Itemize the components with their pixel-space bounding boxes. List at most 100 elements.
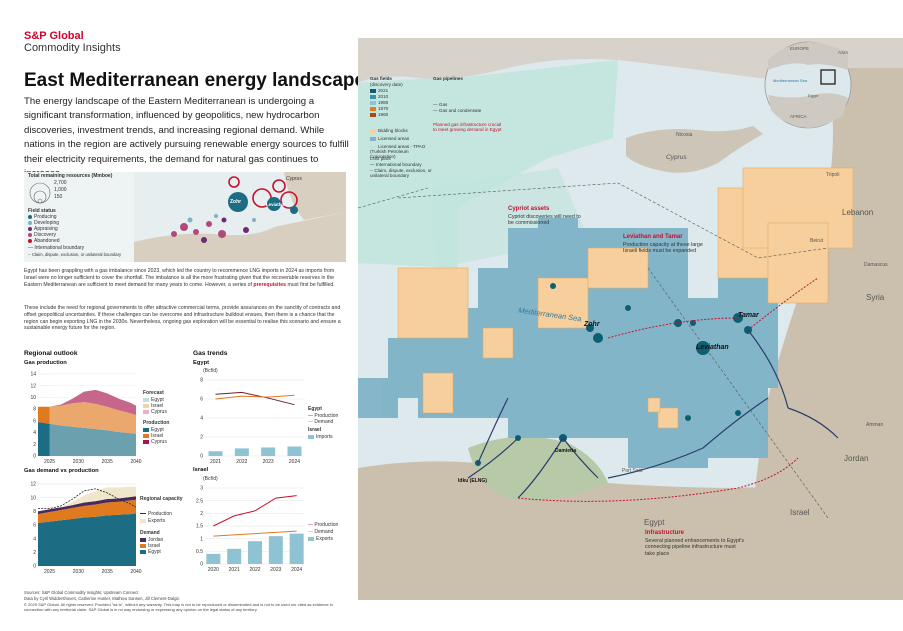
forecast-shade	[49, 374, 136, 456]
mini-legend-title: Total remaining resources (Mmboe)	[28, 173, 113, 179]
forecast-cyprus: Cyprus	[143, 409, 167, 415]
y-tick-label: 2	[200, 511, 203, 517]
inset-egypt: Egypt	[808, 93, 819, 98]
legend-fields-title: Gas fields	[370, 76, 392, 81]
page-title: East Mediterranean energy landscape	[24, 70, 366, 91]
israel-legend-title: Israel	[308, 427, 322, 433]
israel-legend-imports: Imports	[308, 434, 333, 440]
y-tick-label: 2	[33, 442, 36, 448]
x-tick-label: 2040	[130, 569, 141, 575]
capacity-label: Regional capacity	[140, 496, 183, 502]
y-tick-label: 10	[30, 395, 36, 401]
line-intl-boundary: — International boundary	[28, 245, 85, 251]
place-port-said: Port Said	[622, 468, 643, 474]
bar-exports-2024	[289, 533, 304, 564]
mini-place-cyprus: Cyprus	[286, 176, 302, 182]
y-tick-label: 1.5	[196, 524, 203, 530]
label-jordan: Jordan	[844, 454, 869, 463]
israel-trend-chart: 0 0.5 1 1.5 2 2.5 3 2020 2021 2022 2023 2024	[196, 486, 305, 573]
legend-bidding: Bidding blocks	[370, 128, 408, 133]
legend-field-1980: 1980	[370, 100, 388, 105]
place-damietta: Damietta	[555, 448, 577, 454]
line-production	[213, 495, 297, 527]
production-cyprus: Cyprus	[143, 439, 167, 445]
y-tick-label: 0.5	[196, 549, 203, 555]
capacity-exports: Exports	[140, 518, 165, 524]
y-tick-label: 14	[30, 372, 36, 378]
y-tick-label: 0	[200, 454, 203, 460]
status-discovery: Discovery	[28, 232, 56, 238]
x-tick-label: 2024	[291, 567, 302, 573]
bar-exports-2023	[268, 536, 283, 564]
status-appraising: Appraising	[28, 226, 58, 232]
status-legend-title: Field status	[28, 208, 56, 214]
area-series-exports	[38, 486, 136, 512]
israel-legend-exports: Exports	[308, 536, 333, 542]
inset-locator-map	[764, 41, 852, 129]
status-producing: Producing	[28, 214, 57, 220]
line-claim-boundary: -- Claim, dispute, exclusion, or unilate…	[28, 252, 122, 257]
legend-licensed: Licensed areas	[370, 136, 409, 141]
inset-africa: AFRICA	[790, 114, 807, 119]
callout-leviathan-text: Production capacity at these large Israe…	[623, 242, 703, 255]
egypt-trend-chart: 0 2 4 6 8 2021 2022 2023 2024	[200, 378, 305, 465]
gas-production-title: Gas production	[24, 360, 67, 366]
callout-infrastructure-title: Infrastructure	[645, 530, 685, 536]
demand-israel: Israel	[140, 543, 160, 549]
area-series-israel	[38, 499, 136, 523]
main-map: EUROPE ASIA AFRICA Mediterranean Sea Egy…	[358, 38, 903, 600]
y-tick-label: 2	[200, 435, 203, 441]
area-series-israel	[38, 402, 136, 434]
y-tick-label: 2	[33, 550, 36, 556]
y-tick-label: 12	[30, 383, 36, 389]
prerequisites-link[interactable]: prerequisites	[253, 281, 287, 288]
mini-field-zohr: Zohr	[230, 199, 242, 205]
y-tick-label: 8	[33, 407, 36, 413]
size-label-large: 2,700	[54, 180, 67, 186]
bar-imports-2021	[208, 451, 223, 456]
x-tick-label: 2024	[289, 459, 300, 465]
x-tick-label: 2025	[44, 459, 55, 465]
legend-fields-sub: (discovery date)	[370, 82, 403, 87]
bar-exports-2020	[206, 553, 221, 564]
y-tick-label: 4	[33, 430, 36, 436]
x-tick-label: 2030	[73, 569, 84, 575]
legend-field-1960: 1960	[370, 112, 388, 117]
field-leviathan: Leviathan	[696, 344, 729, 351]
legend-field-1970: 1970	[370, 106, 388, 111]
israel-legend-demand: — Demand	[308, 529, 334, 535]
size-label-mid: 1,000	[54, 187, 67, 193]
production-israel: Israel	[143, 433, 163, 439]
x-tick-label: 2025	[44, 569, 55, 575]
label-egypt: Egypt	[644, 518, 665, 527]
field-tamar: Tamar	[738, 312, 759, 319]
demand-jordan: Jordan	[140, 537, 163, 543]
legend-planned: Planned gas infrastructure crucial to me…	[433, 122, 502, 133]
gas-trends-header: Gas trends	[193, 350, 228, 357]
x-tick-label: 2021	[229, 567, 240, 573]
y-tick-label: 2.5	[196, 498, 203, 504]
bar-imports-2024	[287, 446, 302, 456]
x-tick-label: 2035	[102, 569, 113, 575]
callout-leviathan-title: Leviathan and Tamar	[623, 234, 683, 240]
callout-cypriot-title: Cypriot assets	[508, 206, 550, 212]
israel-legend-production: — Production	[308, 522, 339, 528]
bar-imports-2022	[234, 448, 249, 456]
demand-egypt: Egypt	[140, 549, 161, 555]
paragraph-2: These include the need for regional gove…	[24, 305, 341, 332]
y-tick-label: 8	[200, 378, 203, 384]
callout-cypriot-text: Cypriot discoveries will need to be comm…	[508, 214, 581, 227]
y-tick-label: 10	[30, 495, 36, 501]
inset-sea: Mediterranean Sea	[773, 78, 808, 83]
y-tick-label: 1	[200, 536, 203, 542]
line-production	[215, 391, 295, 406]
place-amman: Amman	[866, 422, 884, 428]
capacity-production-line	[38, 488, 137, 509]
egypt-trend-title: Egypt	[193, 360, 210, 366]
area-series-cyprus	[38, 389, 136, 415]
bar-imports-2023	[261, 447, 276, 456]
production-egypt: Egypt	[143, 427, 164, 433]
status-abandoned: Abandoned	[28, 238, 60, 244]
y-tick-label: 6	[33, 523, 36, 529]
egypt-legend-demand: — Demand	[308, 419, 334, 425]
